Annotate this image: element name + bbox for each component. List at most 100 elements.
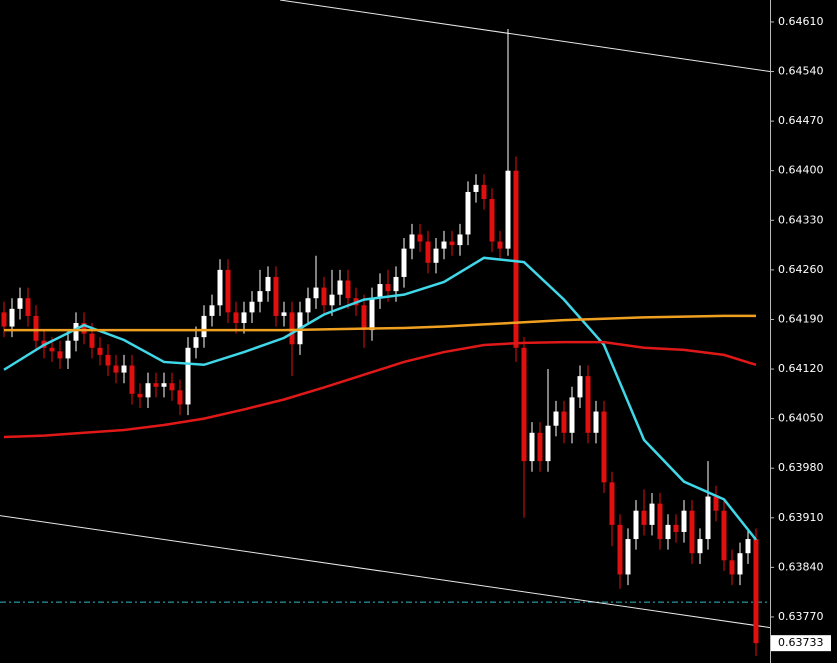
candle-body [145, 383, 151, 398]
candle-body [201, 315, 207, 338]
candle-body [113, 365, 119, 373]
y-tick-label: 0.64120 [778, 362, 824, 375]
candle-body [185, 347, 191, 405]
candle-body [289, 312, 295, 345]
candle-body [401, 248, 407, 277]
candle-body [305, 298, 311, 313]
candle-body [89, 333, 95, 348]
candle-body [425, 241, 431, 263]
candle-body [225, 269, 231, 313]
candle-body [561, 411, 567, 433]
y-tick-label: 0.64470 [778, 114, 824, 127]
candle-body [161, 383, 167, 387]
moving-average [4, 314, 756, 332]
candle-body [257, 291, 263, 302]
candle-body [481, 184, 487, 200]
y-tick-label: 0.63980 [778, 461, 824, 474]
candle-body [593, 411, 599, 433]
candle-body [129, 365, 135, 394]
candle-body [137, 393, 143, 398]
candle-body [249, 301, 255, 313]
candle-body [753, 539, 759, 644]
candle-body [105, 354, 111, 366]
candle-body [281, 312, 287, 316]
candle-body [329, 294, 335, 306]
candle-body [697, 539, 703, 554]
candle-body [721, 510, 727, 561]
candle-body [545, 425, 551, 462]
candle-body [521, 347, 527, 462]
candle-body [529, 432, 535, 462]
candle-body [649, 503, 655, 525]
candle-body [121, 365, 127, 373]
candle-body [585, 376, 591, 433]
candle-body [505, 170, 511, 249]
candle-body [673, 524, 679, 532]
candle-body [433, 248, 439, 263]
candle-body [241, 312, 247, 323]
candle-body [169, 383, 175, 391]
candle-body [569, 397, 575, 433]
candle-body [601, 411, 607, 483]
candle-body [449, 241, 455, 246]
candle-body [385, 284, 391, 292]
candle-body [273, 276, 279, 316]
y-tick-label: 0.64540 [778, 65, 824, 78]
candle-body [617, 524, 623, 575]
candle-body [737, 553, 743, 575]
candle-body [361, 305, 367, 331]
plot-area [0, 0, 770, 656]
trendline [279, 0, 770, 73]
candle-body [97, 347, 103, 355]
candle-body [577, 376, 583, 398]
current-price-box [771, 635, 831, 652]
candle-body [497, 241, 503, 249]
y-tick-label: 0.63840 [778, 560, 824, 573]
candle-body [689, 510, 695, 554]
candle-body [393, 276, 399, 292]
candle-body [713, 496, 719, 511]
candle-body [25, 298, 31, 316]
candle-body [153, 383, 159, 387]
y-tick-label: 0.64400 [778, 164, 824, 177]
candle-body [537, 432, 543, 462]
y-tick-label: 0.63770 [778, 610, 824, 623]
y-tick-label: 0.64050 [778, 412, 824, 425]
candle-body [337, 280, 343, 295]
y-tick-label: 0.64330 [778, 213, 824, 226]
candle-body [369, 298, 375, 331]
candle-body [177, 390, 183, 405]
candle-body [409, 234, 415, 249]
candle-body [641, 510, 647, 525]
candle-body [513, 170, 519, 348]
candle-body [489, 199, 495, 242]
moving-average [3, 340, 757, 439]
current-price-label: 0.63733 [778, 636, 824, 649]
trendline [0, 515, 770, 629]
candle-body [465, 191, 471, 235]
candle-body [265, 276, 271, 292]
candle-body [313, 287, 319, 299]
y-tick-label: 0.64190 [778, 312, 824, 325]
candle-body [657, 503, 663, 540]
candle-body [217, 269, 223, 306]
candle-body [457, 234, 463, 246]
candle-body [609, 482, 615, 525]
candle-body [417, 234, 423, 242]
candle-body [745, 539, 751, 554]
candle-body [209, 305, 215, 316]
y-tick-label: 0.64260 [778, 263, 824, 276]
candle-body [321, 287, 327, 306]
candle-body [705, 496, 711, 540]
candle-body [57, 351, 63, 359]
candle-body [49, 347, 55, 352]
candle-body [233, 312, 239, 323]
candle-body [193, 337, 199, 348]
candle-body [625, 539, 631, 575]
candle-body [65, 340, 71, 359]
candle-body [1, 312, 7, 327]
candle-body [33, 315, 39, 341]
